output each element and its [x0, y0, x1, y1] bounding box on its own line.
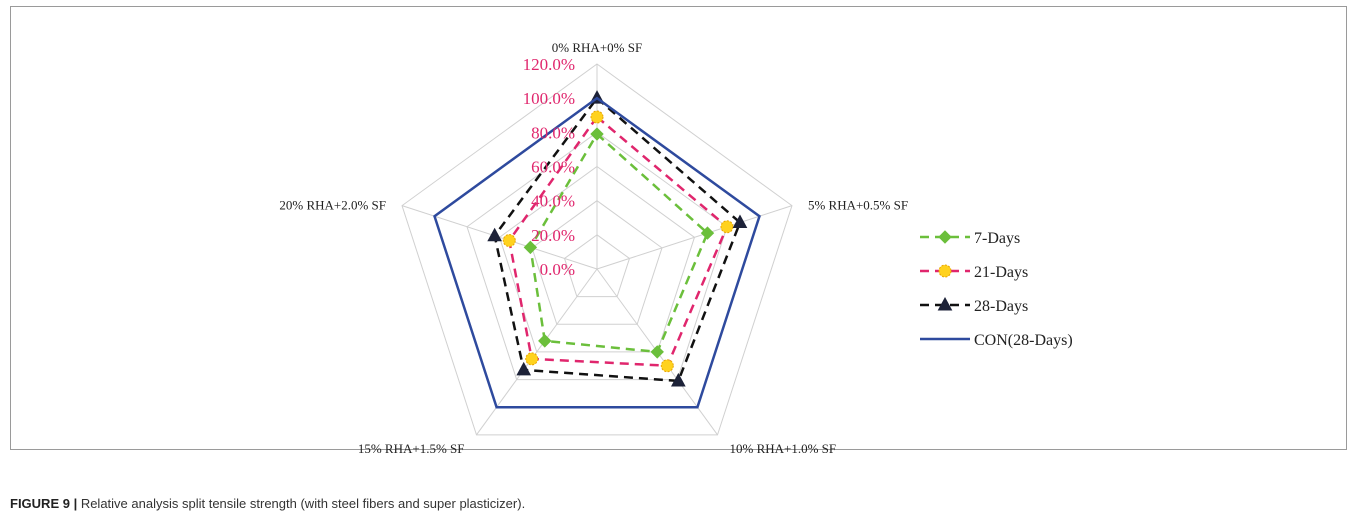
category-label: 5% RHA+0.5% SF: [808, 198, 908, 213]
category-label: 10% RHA+1.0% SF: [729, 441, 836, 456]
data-point: [516, 361, 532, 376]
data-point: [720, 220, 734, 234]
series-7-days: [523, 127, 715, 359]
legend-label: CON(28-Days): [974, 332, 1073, 349]
grid-ring: [401, 63, 793, 436]
figure-caption: FIGURE 9 | Relative analysis split tensi…: [10, 496, 525, 511]
legend-item: 21-Days: [920, 264, 1028, 281]
figure-label: FIGURE 9 |: [10, 496, 78, 511]
data-point: [700, 226, 715, 240]
radial-tick-labels: 0.0% 20.0% 40.0% 60.0% 80.0% 100.0% 120.0%: [523, 55, 575, 279]
data-point: [650, 345, 664, 359]
series-line: [507, 115, 729, 368]
category-label: 15% RHA+1.5% SF: [358, 441, 465, 456]
legend-item: CON(28-Days): [920, 332, 1073, 349]
grid-spoke: [596, 205, 793, 270]
category-label: 20% RHA+2.0% SF: [279, 198, 386, 213]
chart-frame: [10, 6, 1347, 450]
category-labels: 0% RHA+0% SF 5% RHA+0.5% SF 10% RHA+1.0% S…: [279, 40, 908, 456]
legend-label: 28-Days: [974, 298, 1028, 315]
data-point: [525, 352, 539, 366]
legend-item: 28-Days: [920, 296, 1028, 315]
tick-label: 20.0%: [531, 226, 575, 245]
tick-label: 40.0%: [531, 192, 575, 211]
data-point: [590, 110, 604, 124]
data-point: [660, 359, 674, 373]
series-line: [433, 96, 761, 409]
series-line: [493, 96, 742, 383]
data-point: [590, 127, 604, 141]
grid-ring: [498, 165, 696, 353]
figure-caption-text: Relative analysis split tensile strength…: [77, 496, 526, 511]
tick-label: 60.0%: [531, 158, 575, 177]
series-layer: [433, 90, 761, 409]
legend: 7-Days 21-Days 28-Days CON(28-Days): [920, 230, 1073, 349]
category-label: 0% RHA+0% SF: [552, 40, 642, 55]
tick-label: 120.0%: [523, 55, 575, 74]
data-point: [670, 372, 686, 387]
series-21-days: [502, 110, 734, 373]
legend-item: 7-Days: [920, 230, 1020, 247]
data-point: [538, 334, 552, 348]
data-point: [487, 227, 502, 242]
data-point: [732, 214, 748, 229]
series-line: [529, 132, 709, 354]
legend-label: 7-Days: [974, 230, 1020, 247]
legend-marker: [937, 296, 953, 311]
legend-marker: [938, 230, 952, 244]
series-con-28-days-: [433, 96, 761, 409]
legend-label: 21-Days: [974, 264, 1028, 281]
tick-label: 80.0%: [531, 123, 575, 142]
tick-label: 0.0%: [540, 260, 575, 279]
tick-label: 100.0%: [523, 89, 575, 108]
grid-ring: [563, 234, 631, 298]
data-point: [502, 233, 516, 247]
legend-marker: [938, 264, 952, 278]
data-point: [523, 240, 538, 255]
grid-ring: [531, 200, 663, 325]
grid-ring: [466, 131, 728, 381]
